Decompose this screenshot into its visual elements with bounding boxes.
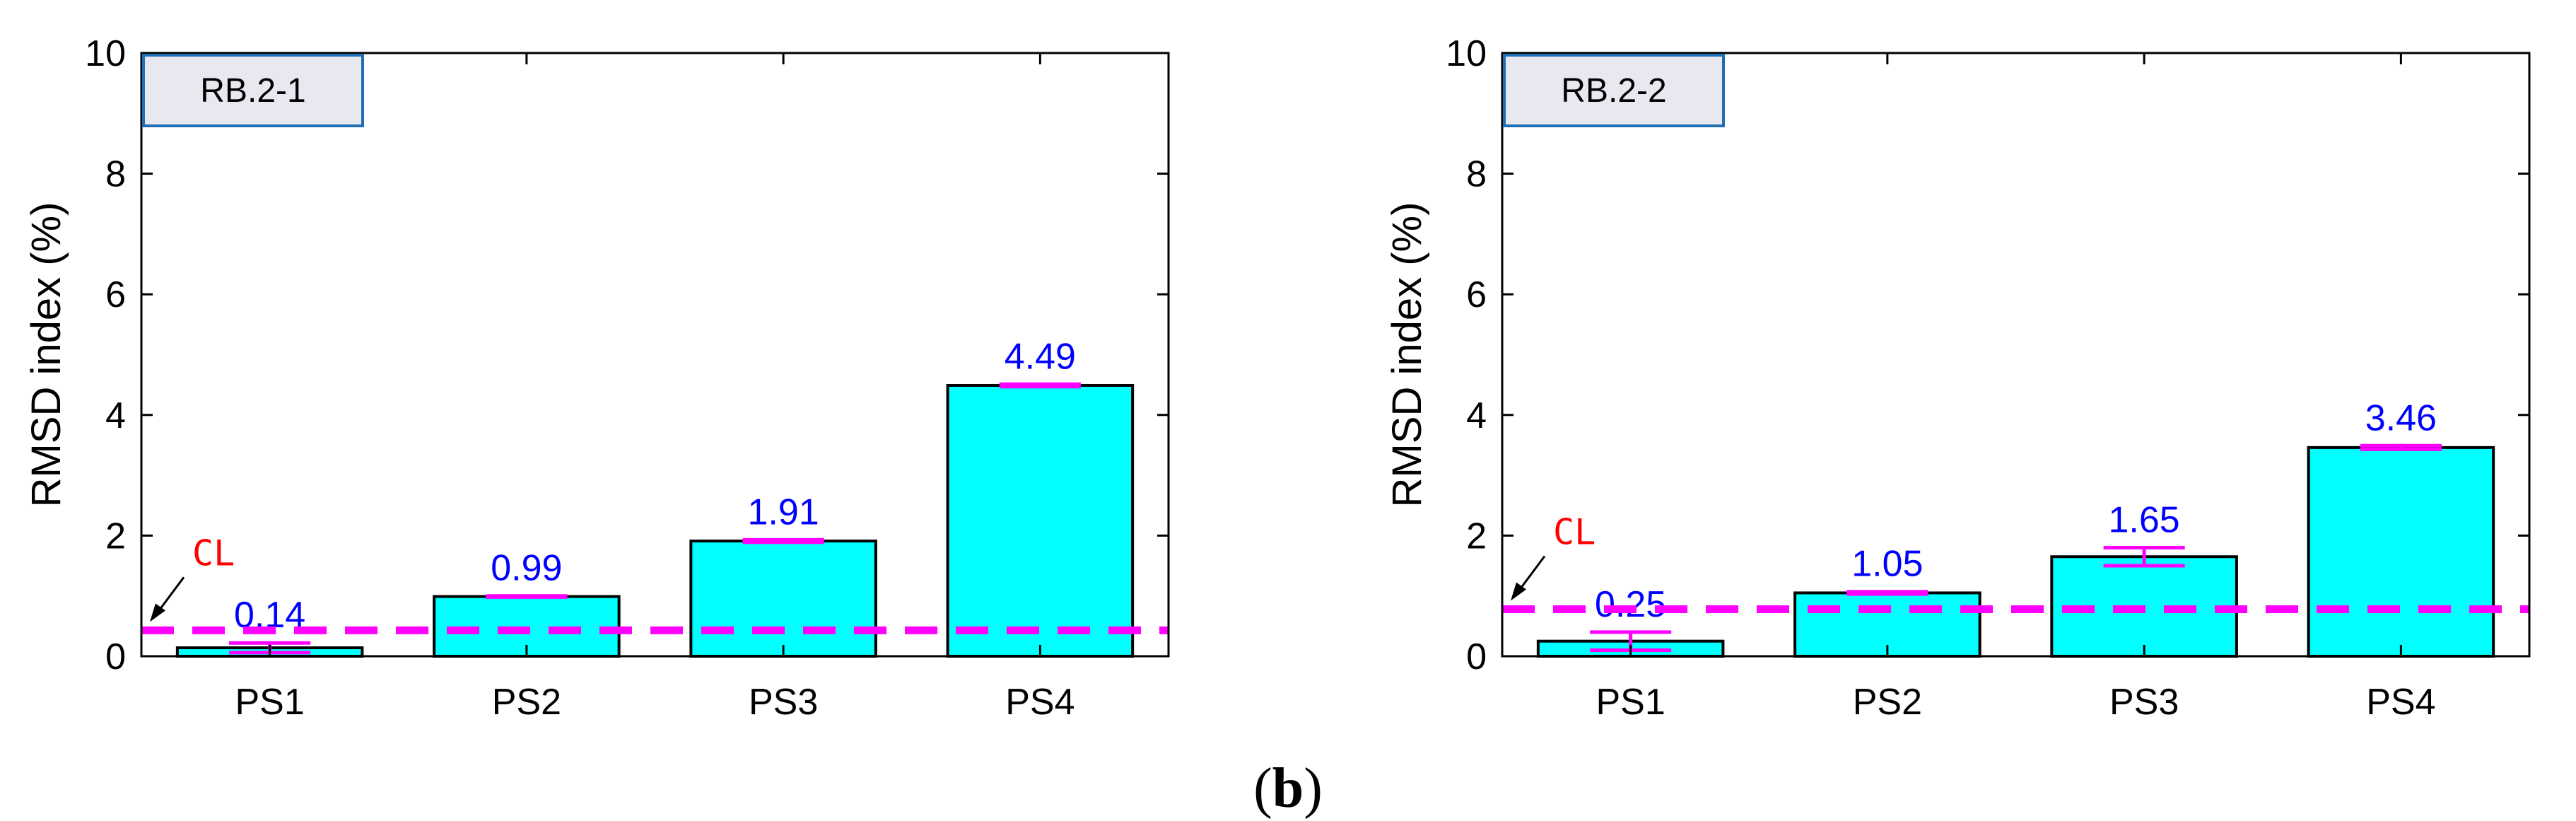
cl-arrow — [1511, 555, 1546, 601]
cl-arrow-shaft — [1516, 555, 1546, 593]
error-bar-ps2 — [486, 594, 568, 599]
x-tick-label-ps1: PS1 — [235, 682, 304, 723]
y-tick-label: 8 — [1466, 154, 1487, 195]
y-tick-label: 10 — [1446, 33, 1487, 74]
y-tick-label: 0 — [105, 636, 126, 677]
cl-arrow-head — [150, 603, 165, 622]
y-axis-label: RMSD index (%) — [1384, 202, 1430, 508]
x-tick-label-ps3: PS3 — [2109, 682, 2179, 723]
y-tick-label: 8 — [105, 154, 126, 195]
x-tick-label-ps2: PS2 — [1853, 682, 1922, 723]
panel-title-frame — [1503, 54, 1725, 127]
chart-panel-2: 0.25 1.05 1.65 3.46 CL 0 2 4 6 8 10 PS1 PS2 PS3 PS4 RMS… — [1384, 33, 2531, 723]
panel-title-box: RB.2-1 — [142, 54, 364, 127]
cl-arrow-shaft — [156, 576, 185, 615]
cl-label: CL — [192, 532, 235, 573]
x-tick-label-ps2: PS2 — [492, 682, 561, 723]
cl-label: CL — [1553, 511, 1596, 552]
cl-arrow-head — [1511, 582, 1526, 601]
y-tick-label: 2 — [105, 516, 126, 557]
value-label-ps4: 4.49 — [1005, 336, 1076, 377]
bar-ps3 — [689, 540, 877, 658]
value-label-ps3: 1.65 — [2109, 499, 2180, 540]
x-tick-label-ps4: PS4 — [1005, 682, 1075, 723]
y-tick-label: 4 — [1466, 395, 1487, 436]
y-tick-label: 0 — [1466, 636, 1487, 677]
caption-letter: b — [1272, 757, 1304, 820]
plot-area-frame — [140, 52, 1170, 658]
panel-title-frame — [142, 54, 364, 127]
panel-title-box: RB.2-2 — [1503, 54, 1725, 127]
bar-ps4 — [946, 384, 1135, 658]
error-bar-ps4 — [999, 382, 1081, 389]
value-label-ps2: 1.05 — [1851, 544, 1923, 585]
caption-suffix: ) — [1304, 757, 1323, 820]
y-axis-label: RMSD index (%) — [23, 202, 69, 508]
caption-prefix: ( — [1253, 757, 1272, 820]
value-label-ps1: 0.25 — [1595, 584, 1666, 625]
panel-title: RB.2-2 — [1561, 72, 1666, 110]
error-bar-ps3 — [742, 537, 824, 545]
panel-title: RB.2-1 — [200, 72, 305, 110]
y-tick-label: 2 — [1466, 516, 1487, 557]
cl-arrow — [150, 576, 185, 622]
error-bar-ps2 — [1846, 590, 1928, 596]
y-tick-label: 6 — [105, 274, 126, 315]
value-label-ps2: 0.99 — [491, 548, 562, 589]
value-label-ps4: 3.46 — [2365, 397, 2437, 438]
y-tick-label: 6 — [1466, 274, 1487, 315]
value-label-ps3: 1.91 — [748, 491, 819, 532]
y-tick-label: 4 — [105, 395, 126, 436]
x-tick-label-ps3: PS3 — [749, 682, 818, 723]
bar-ps4 — [2307, 446, 2495, 658]
figure-caption: (b) — [0, 757, 2576, 821]
plot-area-frame — [1501, 52, 2531, 658]
x-tick-label-ps4: PS4 — [2366, 682, 2435, 723]
y-tick-label: 10 — [85, 33, 126, 74]
x-tick-label-ps1: PS1 — [1596, 682, 1665, 723]
error-bar-ps3 — [2103, 545, 2185, 568]
error-bar-ps4 — [2360, 443, 2442, 451]
